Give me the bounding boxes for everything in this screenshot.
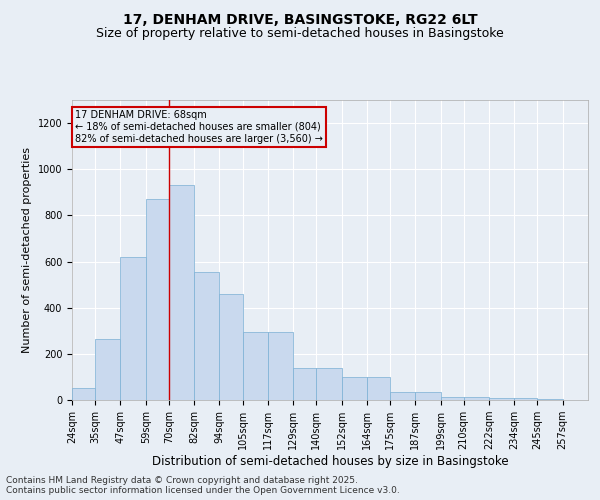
Bar	[415, 392, 440, 400]
Bar	[316, 368, 341, 400]
Bar	[514, 398, 538, 400]
Bar	[169, 186, 194, 400]
Bar	[268, 332, 293, 400]
Text: 17, DENHAM DRIVE, BASINGSTOKE, RG22 6LT: 17, DENHAM DRIVE, BASINGSTOKE, RG22 6LT	[122, 12, 478, 26]
Text: Size of property relative to semi-detached houses in Basingstoke: Size of property relative to semi-detach…	[96, 28, 504, 40]
Bar	[242, 332, 268, 400]
Bar	[390, 392, 415, 400]
Bar	[489, 398, 514, 400]
Bar	[146, 199, 169, 400]
Bar	[464, 396, 489, 400]
Bar	[72, 388, 95, 400]
Text: Contains HM Land Registry data © Crown copyright and database right 2025.
Contai: Contains HM Land Registry data © Crown c…	[6, 476, 400, 495]
Bar	[440, 396, 464, 400]
Y-axis label: Number of semi-detached properties: Number of semi-detached properties	[22, 147, 32, 353]
Bar	[194, 272, 220, 400]
Text: 17 DENHAM DRIVE: 68sqm
← 18% of semi-detached houses are smaller (804)
82% of se: 17 DENHAM DRIVE: 68sqm ← 18% of semi-det…	[75, 110, 323, 144]
Bar	[220, 294, 242, 400]
Bar	[121, 257, 146, 400]
Bar	[293, 368, 316, 400]
Bar	[95, 339, 121, 400]
Bar	[367, 377, 390, 400]
Bar	[341, 377, 367, 400]
X-axis label: Distribution of semi-detached houses by size in Basingstoke: Distribution of semi-detached houses by …	[152, 455, 508, 468]
